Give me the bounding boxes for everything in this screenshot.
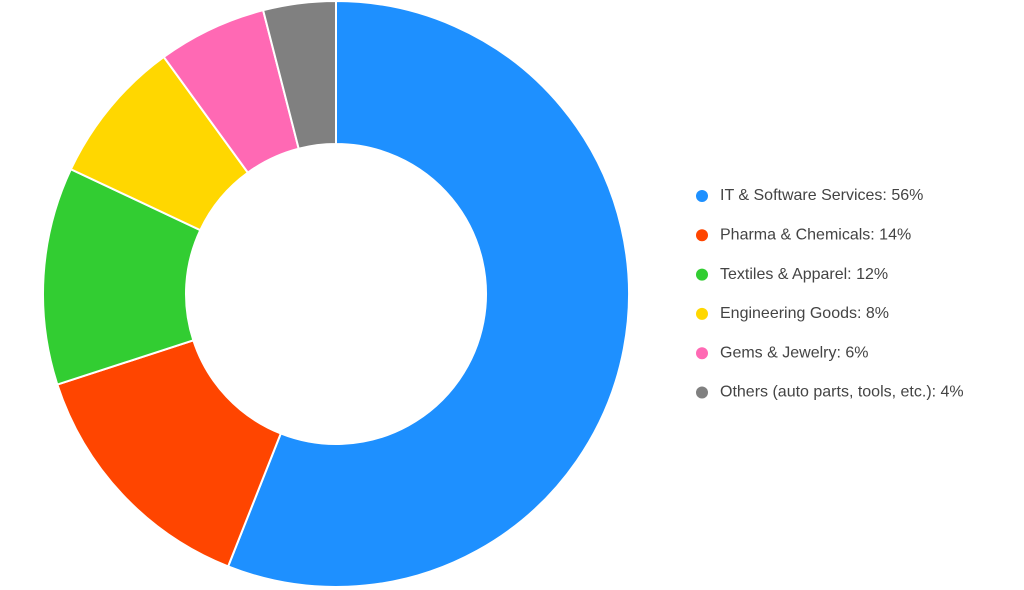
legend-marker xyxy=(696,229,708,242)
legend-marker xyxy=(696,268,708,281)
legend-label: IT & Software Services: 56% xyxy=(720,187,923,204)
legend-label: Engineering Goods: 8% xyxy=(720,305,889,322)
legend-marker xyxy=(696,386,708,399)
legend-label: Textiles & Apparel: 12% xyxy=(720,266,888,283)
legend-label: Gems & Jewelry: 6% xyxy=(720,344,868,361)
legend-marker xyxy=(696,307,708,320)
donut-slice xyxy=(226,0,630,588)
legend-label: Pharma & Chemicals: 14% xyxy=(720,227,911,244)
legend-marker xyxy=(696,190,708,202)
legend-marker xyxy=(696,347,708,360)
legend-label: Others (auto parts, tools, etc.): 4% xyxy=(720,384,964,401)
donut-slice xyxy=(261,0,337,150)
donut-slice xyxy=(56,339,283,568)
